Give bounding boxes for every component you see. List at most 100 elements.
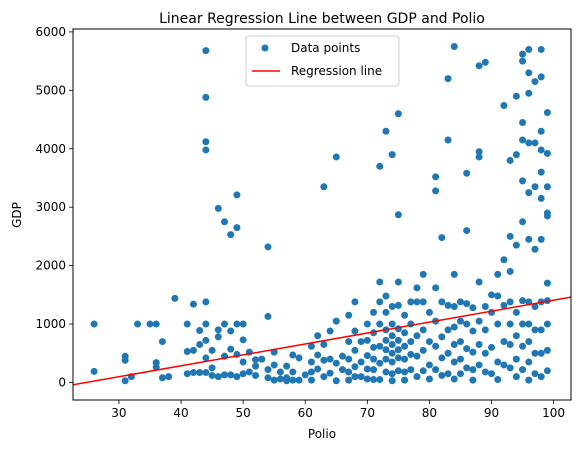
data-point (469, 376, 477, 384)
data-point (357, 358, 365, 366)
data-point (494, 376, 502, 384)
data-point (314, 365, 322, 373)
data-point (264, 374, 272, 382)
data-point (221, 371, 229, 379)
data-point (326, 355, 334, 363)
data-point (543, 212, 551, 220)
data-point (363, 365, 371, 373)
data-point (525, 235, 533, 243)
data-point (444, 136, 452, 144)
data-point (444, 349, 452, 357)
data-point (425, 338, 433, 346)
data-point (202, 369, 210, 377)
data-point (345, 355, 353, 363)
data-point (394, 211, 402, 219)
data-point (388, 303, 396, 311)
y-tick-label: 3000 (35, 200, 66, 214)
data-point (388, 332, 396, 340)
data-point (500, 256, 508, 264)
data-point (295, 376, 303, 384)
data-point (202, 93, 210, 101)
data-point (519, 50, 527, 58)
data-point (407, 338, 415, 346)
data-point (525, 358, 533, 366)
data-point (512, 373, 520, 381)
data-point (481, 303, 489, 311)
data-point (363, 320, 371, 328)
data-point (519, 320, 527, 328)
data-point (475, 278, 483, 286)
legend-marker-data-points (261, 44, 269, 52)
data-point (227, 345, 235, 353)
data-point (171, 294, 179, 302)
data-point (500, 301, 508, 309)
data-point (456, 298, 464, 306)
data-point (283, 377, 291, 385)
data-point (413, 284, 421, 292)
data-point (307, 358, 315, 366)
data-point (314, 351, 322, 359)
data-point (450, 341, 458, 348)
legend-box (245, 35, 400, 87)
data-point (531, 349, 539, 357)
data-point (506, 320, 514, 328)
data-point (425, 361, 433, 369)
data-point (475, 361, 483, 369)
data-point (537, 45, 545, 53)
data-point (351, 327, 359, 335)
data-point (469, 366, 477, 374)
data-point (494, 358, 502, 366)
regression-line-layer (73, 296, 571, 386)
data-point (307, 376, 315, 384)
data-point (370, 376, 378, 384)
data-point (506, 232, 514, 240)
data-point (357, 338, 365, 346)
data-point (525, 189, 533, 197)
data-point (531, 303, 539, 311)
data-point (382, 127, 390, 135)
data-point (500, 102, 508, 110)
data-point (202, 298, 210, 306)
data-point (233, 191, 241, 199)
data-point (252, 356, 260, 364)
data-point (500, 338, 508, 346)
data-point (401, 376, 409, 384)
data-point (376, 376, 384, 384)
data-point (506, 341, 514, 348)
data-point (295, 354, 303, 362)
data-point (239, 370, 247, 378)
data-point (152, 363, 160, 371)
data-point (320, 373, 328, 381)
data-point (481, 368, 489, 376)
data-point (506, 156, 514, 164)
data-point (525, 320, 533, 328)
data-point (239, 336, 247, 344)
data-point (394, 278, 402, 286)
data-point (419, 326, 427, 334)
data-point (438, 333, 446, 341)
data-point (537, 168, 545, 176)
data-point (370, 366, 378, 374)
data-point (413, 352, 421, 360)
x-tick-label: 50 (235, 406, 250, 420)
data-point (543, 279, 551, 287)
data-point (183, 320, 191, 328)
data-point (202, 354, 210, 362)
data-point (258, 355, 266, 363)
data-point (320, 183, 328, 191)
data-point (202, 320, 210, 328)
data-point (537, 235, 545, 243)
data-point (146, 320, 154, 328)
data-point (332, 317, 340, 325)
data-point (531, 78, 539, 86)
data-point (407, 350, 415, 358)
y-tick-label: 6000 (35, 25, 66, 39)
data-point (289, 376, 297, 384)
data-point (506, 364, 514, 372)
data-point (388, 341, 396, 348)
data-point (382, 346, 390, 354)
data-point (432, 284, 440, 292)
data-point (270, 361, 278, 369)
data-point (351, 298, 359, 306)
